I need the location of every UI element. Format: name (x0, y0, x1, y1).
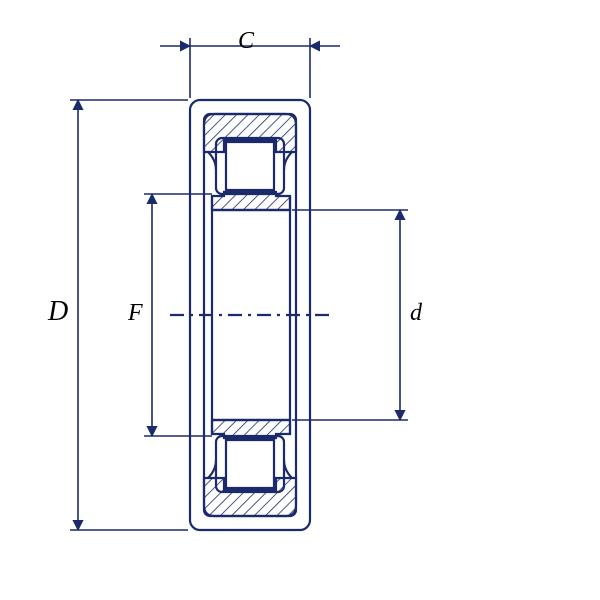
label-D: D (48, 296, 68, 328)
label-C: C (238, 28, 254, 55)
diagram-canvas: D F C d (0, 0, 600, 600)
label-d: d (410, 300, 422, 327)
label-F: F (128, 300, 143, 327)
bearing-body (170, 100, 330, 530)
bearing-svg (0, 0, 600, 600)
